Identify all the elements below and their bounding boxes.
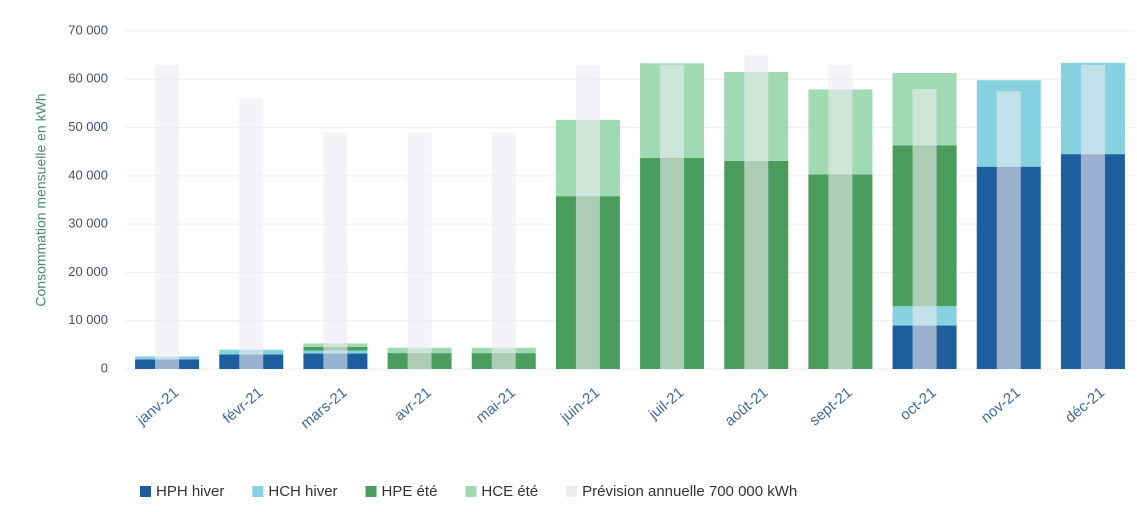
y-tick-label: 60 000 [68,71,108,86]
forecast-bar [1080,64,1105,370]
forecast-bar [491,132,516,369]
y-tick-label: 50 000 [68,119,108,134]
x-tick-label: janv-21 [133,384,182,429]
legend-label: Prévision annuelle 700 000 kWh [582,483,797,500]
x-tick-label: juil-21 [645,384,687,423]
forecast-bar [744,55,769,370]
legend-swatch [465,486,477,497]
y-tick-label: 30 000 [68,216,108,231]
x-tick-label: août-21 [721,384,771,430]
x-tick-label: mai-21 [473,384,519,427]
y-tick-label: 10 000 [68,312,108,327]
legend-swatch [566,486,578,497]
legend-swatch [252,486,264,497]
forecast-bar [996,91,1021,369]
legend-label: HCH hiver [268,483,337,500]
forecast-bar [660,64,685,370]
legend-label: HPE été [382,483,438,500]
forecast-bar [828,64,853,370]
x-tick-label: déc-21 [1062,384,1108,427]
x-tick-label: juin-21 [557,384,603,427]
x-tick-label: nov-21 [978,384,1024,427]
x-tick-label: sept-21 [806,384,855,429]
x-tick-label: mars-21 [297,384,350,432]
forecast-bar [155,64,180,370]
legend-label: HPH hiver [156,483,224,500]
x-tick-label: oct-21 [897,384,940,424]
forecast-bar [323,132,348,369]
x-tick-label: avr-21 [391,384,435,424]
x-tick-label: févr-21 [220,384,267,427]
legend-swatch [140,486,151,497]
y-tick-label: 0 [101,360,108,375]
y-axis-label: Consommation mensuelle en kWh [33,93,49,306]
legend-swatch [365,486,377,497]
y-tick-label: 20 000 [68,264,108,279]
legend-label: HCE été [481,483,538,500]
forecast-bar [575,64,600,370]
forecast-bar [239,98,264,369]
y-tick-label: 40 000 [68,167,108,182]
forecast-bar [912,88,937,369]
y-tick-label: 70 000 [68,22,108,37]
forecast-bar [407,132,432,369]
